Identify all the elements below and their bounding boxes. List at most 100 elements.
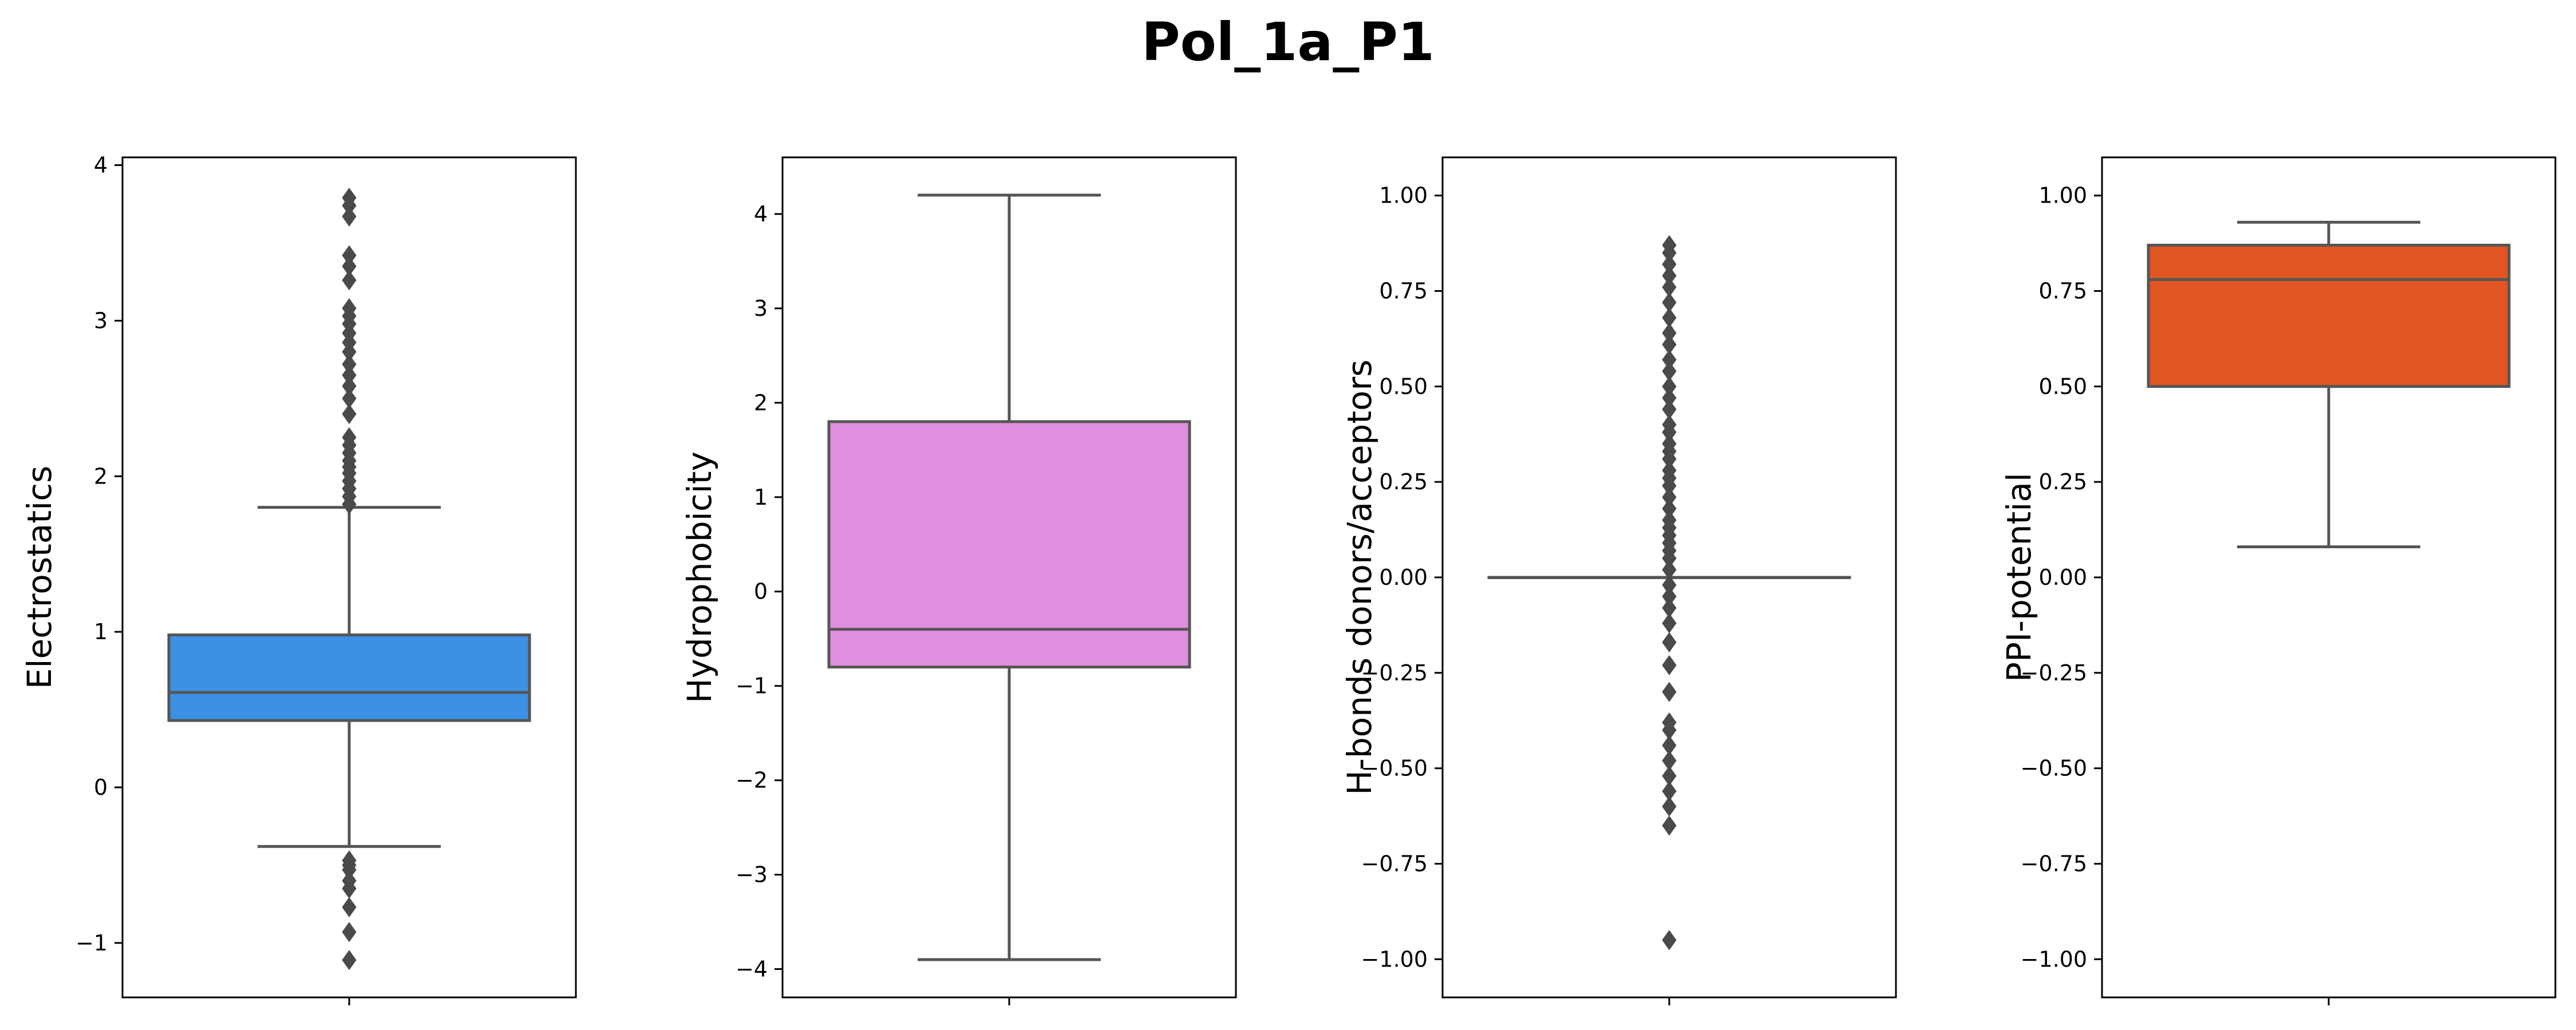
outlier-point — [1662, 387, 1677, 409]
y-tick-label: 0.25 — [2038, 469, 2087, 494]
outlier-point — [1662, 361, 1677, 382]
outlier-point — [1662, 349, 1677, 370]
y-tick-label: −1.00 — [2021, 946, 2087, 972]
y-tick-label: 1.00 — [1379, 183, 1428, 208]
chart-title: Pol_1a_P1 — [1141, 11, 1435, 73]
outlier-point — [1662, 781, 1677, 802]
y-axis-label: PPI-potential — [2000, 473, 2038, 682]
y-tick-label: −0.25 — [2021, 660, 2087, 686]
y-tick-label: 3 — [94, 308, 108, 333]
outlier-point — [342, 245, 357, 266]
outlier-point — [1662, 655, 1677, 676]
outlier-point — [342, 427, 357, 447]
y-tick-label: 2 — [94, 464, 108, 489]
axes-frame — [2101, 156, 2557, 999]
outlier-point — [1662, 498, 1677, 519]
outlier-point — [342, 403, 357, 425]
axes-frame — [121, 156, 577, 999]
outlier-point — [342, 298, 357, 319]
y-tick-label: 0 — [754, 579, 768, 604]
outlier-point — [1662, 277, 1677, 298]
y-tick-label: −2 — [736, 768, 768, 793]
y-tick-label: 0.00 — [1379, 565, 1428, 590]
y-axis-label: Electrostatics — [20, 466, 59, 690]
outlier-point — [1662, 460, 1677, 481]
y-tick-label: 0.75 — [2038, 279, 2087, 304]
subplot-1: −1 0 1 2 3 4 Electrostatics — [20, 153, 577, 1005]
y-tick-label: −3 — [736, 862, 768, 888]
outlier-point — [1662, 586, 1677, 607]
y-tick-label: 4 — [94, 153, 108, 178]
outlier-point — [1662, 334, 1677, 355]
subplots: −1 0 1 2 3 4 Electrostatics −4 −3 −2 −1 0 1 2 3 4 Hydrop… — [20, 153, 2557, 1005]
outlier-point — [1662, 613, 1677, 633]
outlier-point — [1662, 632, 1677, 653]
y-tick-label: 0.00 — [2038, 565, 2087, 590]
outlier-point — [1662, 399, 1677, 420]
y-tick-label: −1 — [736, 674, 768, 699]
y-tick-label: 4 — [754, 201, 768, 227]
outlier-point — [1662, 682, 1677, 702]
axes-frame — [781, 156, 1237, 999]
y-tick-label: −0.25 — [1361, 660, 1428, 686]
outlier-point — [342, 365, 357, 386]
y-tick-label: −1.00 — [1361, 946, 1428, 972]
y-tick-label: −0.75 — [1361, 851, 1428, 876]
outlier-point — [342, 256, 357, 276]
outlier-point — [342, 950, 357, 970]
outlier-point — [1662, 235, 1677, 256]
outlier-point — [342, 270, 357, 291]
y-tick-label: 1 — [754, 485, 768, 510]
outlier-point — [1662, 766, 1677, 786]
outlier-point — [1662, 597, 1677, 619]
iqr-box — [827, 420, 1191, 669]
y-tick-label: 0.50 — [2038, 374, 2087, 399]
y-tick-label: 0.25 — [1379, 469, 1428, 494]
outlier-point — [1662, 815, 1677, 836]
y-tick-label: 2 — [754, 390, 768, 415]
outlier-point — [342, 922, 357, 942]
subplot-2: −4 −3 −2 −1 0 1 2 3 4 Hydrophobicity — [680, 156, 1237, 1005]
outlier-point — [1662, 750, 1677, 771]
outlier-point — [342, 206, 357, 227]
outlier-point — [1662, 323, 1677, 343]
iqr-box — [167, 633, 531, 722]
outlier-point — [1662, 575, 1677, 596]
subplot-3: −1.00 −0.75 −0.50 −0.25 0.00 0.25 0.50 0.75 1.00… — [1340, 156, 1897, 1005]
y-tick-label: 0.75 — [1379, 279, 1428, 304]
y-tick-label: 0 — [94, 775, 108, 800]
axes-frame — [1441, 156, 1897, 999]
outlier-point — [342, 188, 357, 208]
y-tick-label: 0.50 — [1379, 374, 1428, 399]
y-axis-label: Hydrophobicity — [680, 451, 719, 703]
outlier-point — [1662, 307, 1677, 328]
y-tick-label: −0.50 — [2021, 756, 2087, 781]
y-tick-label: 3 — [754, 296, 768, 321]
outlier-point — [1662, 796, 1677, 817]
subplot-4: −1.00 −0.75 −0.50 −0.25 0.00 0.25 0.50 0.75 1.00… — [2000, 156, 2557, 1005]
outlier-point — [342, 354, 357, 375]
y-tick-label: −4 — [736, 957, 768, 982]
outlier-point — [342, 375, 357, 397]
outlier-point — [1662, 487, 1677, 508]
y-tick-label: 1.00 — [2038, 183, 2087, 208]
outlier-point — [1662, 414, 1677, 435]
outlier-point — [1662, 376, 1677, 397]
outlier-point — [342, 388, 357, 409]
iqr-box — [2147, 243, 2511, 388]
outlier-point — [1662, 266, 1677, 286]
y-tick-label: −0.75 — [2021, 851, 2087, 876]
outlier-point — [1662, 559, 1677, 580]
y-tick-label: −0.50 — [1361, 756, 1428, 781]
outlier-point — [1662, 712, 1677, 733]
y-axis-label: H-bonds donors/acceptors — [1340, 359, 1379, 795]
outlier-point — [1662, 510, 1677, 530]
outlier-point — [1662, 735, 1677, 756]
outlier-point — [1662, 254, 1677, 275]
y-tick-label: −1 — [76, 930, 108, 956]
outlier-point — [1662, 930, 1677, 950]
outlier-point — [1662, 292, 1677, 313]
y-tick-label: 1 — [94, 619, 108, 644]
outlier-point — [1662, 433, 1677, 454]
